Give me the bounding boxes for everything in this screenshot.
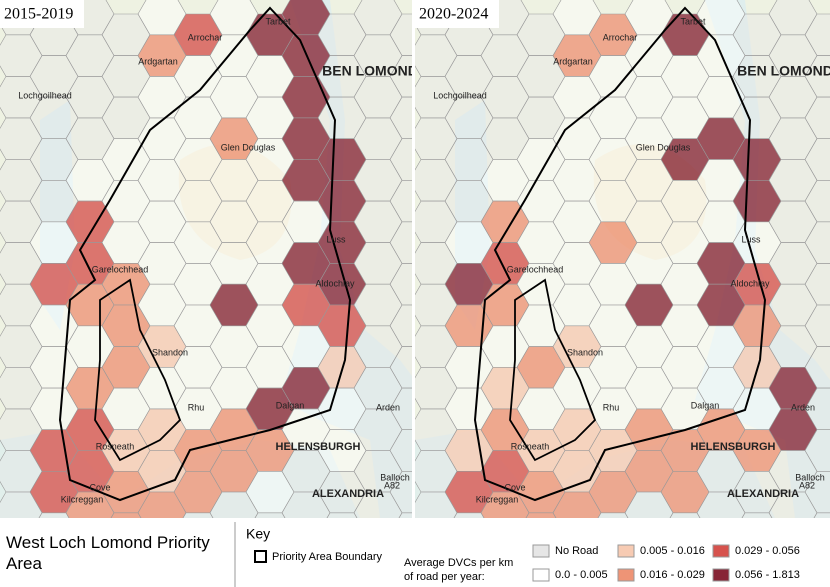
place-label: Aldochlay xyxy=(315,278,355,288)
legend-label: 0.005 - 0.016 xyxy=(640,545,705,557)
place-label: Tarbet xyxy=(265,16,291,26)
place-label: Garelochhead xyxy=(507,264,564,274)
place-label: Arrochar xyxy=(603,32,638,42)
footer xyxy=(0,518,830,587)
legend-label: 0.056 - 1.813 xyxy=(735,569,800,581)
key-heading: Key xyxy=(246,526,270,542)
place-label: Luss xyxy=(326,234,346,244)
place-label: Arrochar xyxy=(188,32,223,42)
priority-boundary xyxy=(94,278,182,462)
measure-label: Average DVCs per km of road per year: xyxy=(404,557,513,583)
map-panel: BEN LOMOND Tarbet Arrochar Ardgartan Lochgoi… xyxy=(415,0,830,518)
hex-cell xyxy=(398,512,412,518)
priority-boundary xyxy=(58,6,352,502)
place-label: Tarbet xyxy=(680,16,706,26)
boundary-label: Priority Area Boundary xyxy=(272,551,383,563)
place-label: Ardgartan xyxy=(553,56,593,66)
place-label: Cove xyxy=(504,482,525,492)
legend-swatch xyxy=(712,568,730,582)
panel-title-bg xyxy=(415,0,499,28)
place-label: Rhu xyxy=(188,402,205,412)
place-label: A82 xyxy=(384,480,400,490)
place-label: Lochgoilhead xyxy=(433,90,487,100)
place-label: A82 xyxy=(799,480,815,490)
legend-swatch xyxy=(617,544,635,558)
place-label: Shandon xyxy=(567,347,603,357)
place-label: Dalgan xyxy=(276,400,305,410)
title: West Loch Lomond Priority Area xyxy=(6,533,210,573)
hex-cell xyxy=(768,491,818,518)
place-label: Arden xyxy=(791,402,815,412)
place-label: Kilcreggan xyxy=(476,494,519,504)
place-label: HELENSBURGH xyxy=(276,441,361,453)
place-label: Dalgan xyxy=(691,400,720,410)
place-label: Balloch xyxy=(380,472,410,482)
panel-title-bg xyxy=(0,0,84,28)
place-label: Shandon xyxy=(152,347,188,357)
hex-cell xyxy=(624,491,674,518)
place-label: BEN LOMOND xyxy=(322,63,418,79)
hex-cell xyxy=(209,491,259,518)
legend-swatch xyxy=(712,544,730,558)
hex-cell xyxy=(281,491,331,518)
place-label: HELENSBURGH xyxy=(691,441,776,453)
place-label: Arden xyxy=(376,402,400,412)
hex-cell xyxy=(552,491,602,518)
boundary-swatch xyxy=(254,550,267,563)
hills xyxy=(178,144,292,260)
legend-swatch xyxy=(532,568,550,582)
place-label: BEN LOMOND xyxy=(737,63,830,79)
place-label: Aldochlay xyxy=(730,278,770,288)
place-label: Ardgartan xyxy=(138,56,178,66)
place-label: Luss xyxy=(741,234,761,244)
place-label: ALEXANDRIA xyxy=(312,488,384,500)
legend-label: 0.029 - 0.056 xyxy=(735,545,800,557)
panel-title: 2015-2019 xyxy=(4,6,73,23)
hex-cell xyxy=(137,491,187,518)
legend-swatch xyxy=(617,568,635,582)
priority-boundary xyxy=(509,278,597,462)
place-label: Rhu xyxy=(603,402,620,412)
hex-cell xyxy=(415,491,458,518)
hex-cell xyxy=(0,491,43,518)
place-label: Glen Douglas xyxy=(636,142,691,152)
place-label: Rosneath xyxy=(511,441,550,451)
place-label: Rosneath xyxy=(96,441,135,451)
map-panel: BEN LOMOND Tarbet Arrochar Ardgartan Lochgoi… xyxy=(0,0,418,518)
hex-cell xyxy=(813,512,830,518)
legend-label: 0.0 - 0.005 xyxy=(555,569,608,581)
place-label: ALEXANDRIA xyxy=(727,488,799,500)
place-label: Cove xyxy=(89,482,110,492)
place-label: Kilcreggan xyxy=(61,494,104,504)
legend-label: 0.016 - 0.029 xyxy=(640,569,705,581)
place-label: Lochgoilhead xyxy=(18,90,72,100)
hex-cell xyxy=(696,491,746,518)
priority-boundary xyxy=(473,6,767,502)
legend-label: No Road xyxy=(555,545,598,557)
place-label: Garelochhead xyxy=(92,264,149,274)
place-label: Glen Douglas xyxy=(221,142,276,152)
legend-swatch xyxy=(532,544,550,558)
hex-cell xyxy=(353,491,403,518)
panel-title: 2020-2024 xyxy=(419,6,488,23)
place-label: Balloch xyxy=(795,472,825,482)
